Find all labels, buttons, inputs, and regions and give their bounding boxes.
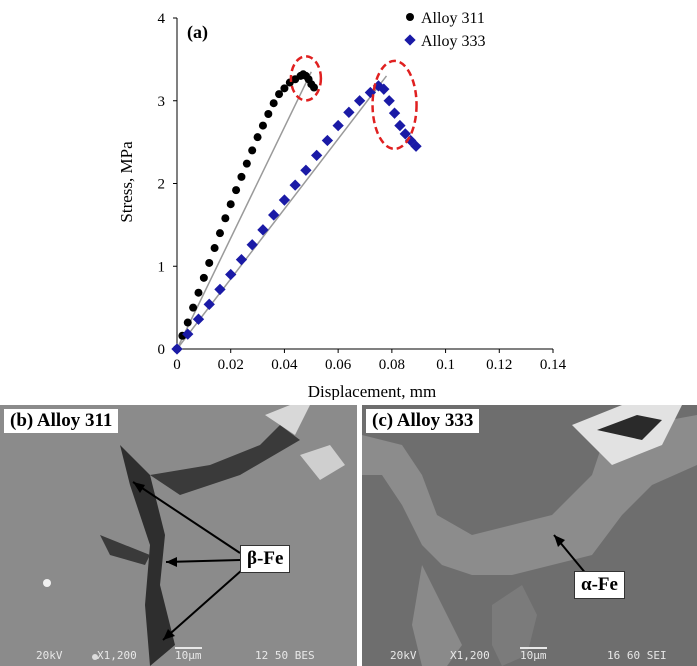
- micrograph-alloy-311: (b) Alloy 311 β-Fe 20kV X1,200 10μm 12 5…: [0, 405, 357, 666]
- data-point-alloy-333: [394, 119, 406, 132]
- data-point-alloy-311: [242, 159, 251, 168]
- highlight-ellipse: [289, 55, 323, 102]
- micrograph-b-sem-info: 20kV X1,200 10μm 12 50 BES: [0, 644, 357, 666]
- data-point-alloy-333: [321, 134, 334, 147]
- micrograph-c-sem-info: 20kV X1,200 10μm 16 60 SEI: [362, 644, 697, 666]
- x-tick-label: 0.08: [379, 357, 405, 373]
- data-point-alloy-333: [388, 107, 401, 119]
- axes: [173, 17, 554, 353]
- data-point-alloy-311: [248, 146, 257, 155]
- data-point-alloy-333: [203, 298, 215, 310]
- micrograph-b-image: [0, 405, 357, 666]
- tick-labels: 0 0.02 0.04 0.06 0.08 0.1 0.12 0.14 0 1 2 3 4: [158, 11, 567, 373]
- data-point-alloy-333: [300, 164, 312, 176]
- sem-magnification: X1,200: [97, 649, 137, 662]
- data-point-alloy-333: [343, 106, 355, 118]
- sem-scale: 10μm: [520, 647, 547, 662]
- x-tick-label: 0.12: [486, 357, 512, 373]
- beta-fe-label: β-Fe: [240, 545, 291, 573]
- data-points: [171, 70, 422, 355]
- chart-panel-label: (a): [187, 22, 208, 43]
- data-point-alloy-333: [235, 253, 248, 266]
- sem-voltage: 20kV: [36, 649, 63, 662]
- data-point-alloy-311: [253, 133, 262, 142]
- data-point-alloy-311: [189, 303, 198, 312]
- data-point-alloy-333: [311, 149, 323, 162]
- legend-label-alloy-333: Alloy 333: [421, 33, 485, 50]
- data-point-alloy-333: [332, 119, 344, 132]
- legend-marker-alloy-311: [406, 13, 414, 21]
- data-point-alloy-311: [199, 273, 208, 282]
- stress-displacement-chart: (a) 0 0.02 0.04 0.06 0.08 0.1 0.12 0.14 0 1 2 3 4 Di…: [117, 10, 567, 400]
- micrograph-alloy-333: (c) Alloy 333 α-Fe 20kV X1,200 10μm 16 6…: [362, 405, 697, 666]
- data-point-alloy-311: [205, 258, 214, 267]
- data-point-alloy-333: [225, 268, 237, 281]
- highlight-ellipse: [371, 59, 418, 151]
- micrograph-c-image: [362, 405, 697, 666]
- y-axis-title: Stress, MPa: [117, 141, 136, 223]
- sem-code: 16 60 SEI: [607, 649, 667, 662]
- data-point-alloy-333: [257, 224, 269, 236]
- data-point-alloy-311: [237, 172, 246, 181]
- data-point-alloy-311: [215, 229, 224, 238]
- y-tick-label: 1: [158, 259, 166, 275]
- legend-label-alloy-311: Alloy 311: [421, 10, 485, 27]
- y-tick-label: 2: [158, 177, 166, 193]
- x-tick-label: 0.1: [436, 357, 455, 373]
- micrograph-b-label: (b) Alloy 311: [4, 409, 119, 433]
- sem-scale: 10μm: [175, 647, 202, 662]
- y-tick-label: 3: [158, 94, 166, 110]
- data-point-alloy-311: [221, 214, 230, 223]
- data-point-alloy-333: [246, 239, 258, 251]
- data-point-alloy-311: [210, 244, 219, 253]
- x-tick-label: 0: [173, 357, 181, 373]
- highlight-ellipses: [289, 55, 418, 151]
- data-point-alloy-311: [280, 84, 289, 93]
- data-point-alloy-311: [258, 121, 267, 130]
- data-point-alloy-333: [214, 283, 226, 296]
- y-tick-label: 4: [158, 11, 166, 27]
- sem-code: 12 50 BES: [255, 649, 315, 662]
- y-tick-label: 0: [158, 342, 166, 358]
- legend-marker-alloy-333: [404, 34, 416, 46]
- data-point-alloy-311: [183, 318, 192, 327]
- alpha-fe-label: α-Fe: [574, 571, 625, 599]
- data-point-alloy-311: [309, 83, 318, 92]
- sem-voltage: 20kV: [390, 649, 417, 662]
- data-point-alloy-311: [269, 99, 278, 108]
- data-point-alloy-311: [232, 186, 241, 195]
- sem-magnification: X1,200: [450, 649, 490, 662]
- trendline: [176, 71, 312, 350]
- x-axis-title: Displacement, mm: [308, 382, 436, 400]
- micrograph-c-label: (c) Alloy 333: [366, 409, 480, 433]
- x-tick-label: 0.04: [271, 357, 298, 373]
- x-tick-label: 0.06: [325, 357, 352, 373]
- legend: Alloy 311 Alloy 333: [404, 10, 485, 50]
- data-point-alloy-311: [226, 200, 235, 209]
- x-tick-label: 0.02: [218, 357, 244, 373]
- data-point-alloy-311: [264, 109, 273, 118]
- data-point-alloy-333: [383, 95, 395, 107]
- x-tick-label: 0.14: [540, 357, 567, 373]
- data-point-alloy-311: [194, 288, 203, 297]
- data-point-alloy-311: [275, 90, 284, 99]
